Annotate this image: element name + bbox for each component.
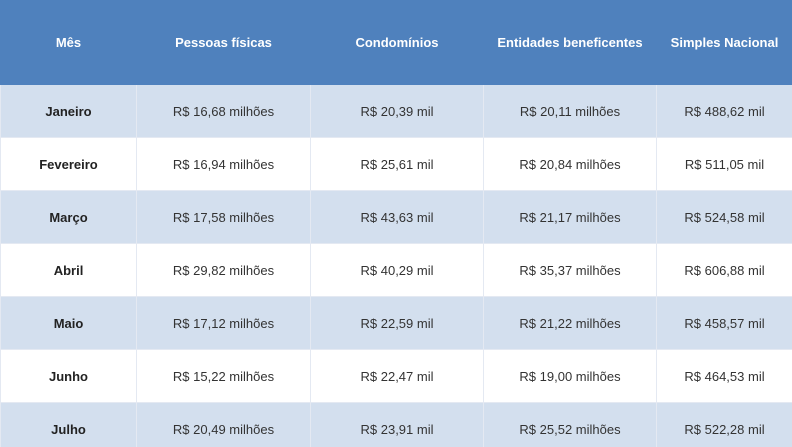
header-simples-nacional: Simples Nacional	[656, 0, 792, 85]
cell-charities: R$ 25,52 milhões	[483, 402, 657, 447]
header-row: Mês Pessoas físicas Condomínios Entidade…	[0, 0, 792, 85]
cell-individuals: R$ 16,68 milhões	[136, 84, 311, 138]
cell-charities: R$ 21,22 milhões	[483, 296, 657, 350]
cell-month: Janeiro	[0, 84, 137, 138]
cell-simples-nacional: R$ 606,88 mil	[656, 243, 792, 297]
cell-simples-nacional: R$ 522,28 mil	[656, 402, 792, 447]
cell-charities: R$ 20,11 milhões	[483, 84, 657, 138]
cell-condominiums: R$ 20,39 mil	[310, 84, 484, 138]
table-row: Abril R$ 29,82 milhões R$ 40,29 mil R$ 3…	[0, 243, 792, 297]
header-individuals: Pessoas físicas	[136, 0, 311, 85]
cell-individuals: R$ 15,22 milhões	[136, 349, 311, 403]
table-row: Janeiro R$ 16,68 milhões R$ 20,39 mil R$…	[0, 84, 792, 138]
cell-month: Abril	[0, 243, 137, 297]
cell-simples-nacional: R$ 511,05 mil	[656, 137, 792, 191]
cell-charities: R$ 35,37 milhões	[483, 243, 657, 297]
cell-charities: R$ 19,00 milhões	[483, 349, 657, 403]
table-row: Junho R$ 15,22 milhões R$ 22,47 mil R$ 1…	[0, 349, 792, 403]
cell-condominiums: R$ 43,63 mil	[310, 190, 484, 244]
cell-month: Junho	[0, 349, 137, 403]
cell-charities: R$ 20,84 milhões	[483, 137, 657, 191]
cell-condominiums: R$ 22,59 mil	[310, 296, 484, 350]
cell-condominiums: R$ 25,61 mil	[310, 137, 484, 191]
header-charities-label: Entidades beneficentes	[497, 34, 643, 50]
cell-simples-nacional: R$ 524,58 mil	[656, 190, 792, 244]
cell-simples-nacional: R$ 458,57 mil	[656, 296, 792, 350]
cell-charities: R$ 21,17 milhões	[483, 190, 657, 244]
cell-individuals: R$ 29,82 milhões	[136, 243, 311, 297]
cell-month: Julho	[0, 402, 137, 447]
header-charities: Entidades beneficentes	[483, 0, 657, 85]
header-month: Mês	[0, 0, 137, 85]
cell-individuals: R$ 16,94 milhões	[136, 137, 311, 191]
cell-condominiums: R$ 22,47 mil	[310, 349, 484, 403]
cell-condominiums: R$ 23,91 mil	[310, 402, 484, 447]
cell-individuals: R$ 17,58 milhões	[136, 190, 311, 244]
table-row: Maio R$ 17,12 milhões R$ 22,59 mil R$ 21…	[0, 296, 792, 350]
cell-simples-nacional: R$ 464,53 mil	[656, 349, 792, 403]
header-condominiums: Condomínios	[310, 0, 484, 85]
cell-simples-nacional: R$ 488,62 mil	[656, 84, 792, 138]
cell-individuals: R$ 17,12 milhões	[136, 296, 311, 350]
cell-month: Fevereiro	[0, 137, 137, 191]
table-row: Julho R$ 20,49 milhões R$ 23,91 mil R$ 2…	[0, 402, 792, 447]
cell-month: Maio	[0, 296, 137, 350]
table-row: Fevereiro R$ 16,94 milhões R$ 25,61 mil …	[0, 137, 792, 191]
table-row: Março R$ 17,58 milhões R$ 43,63 mil R$ 2…	[0, 190, 792, 244]
table-body: Janeiro R$ 16,68 milhões R$ 20,39 mil R$…	[0, 84, 792, 447]
cell-month: Março	[0, 190, 137, 244]
cell-individuals: R$ 20,49 milhões	[136, 402, 311, 447]
table-header: Mês Pessoas físicas Condomínios Entidade…	[0, 0, 792, 85]
cell-condominiums: R$ 40,29 mil	[310, 243, 484, 297]
